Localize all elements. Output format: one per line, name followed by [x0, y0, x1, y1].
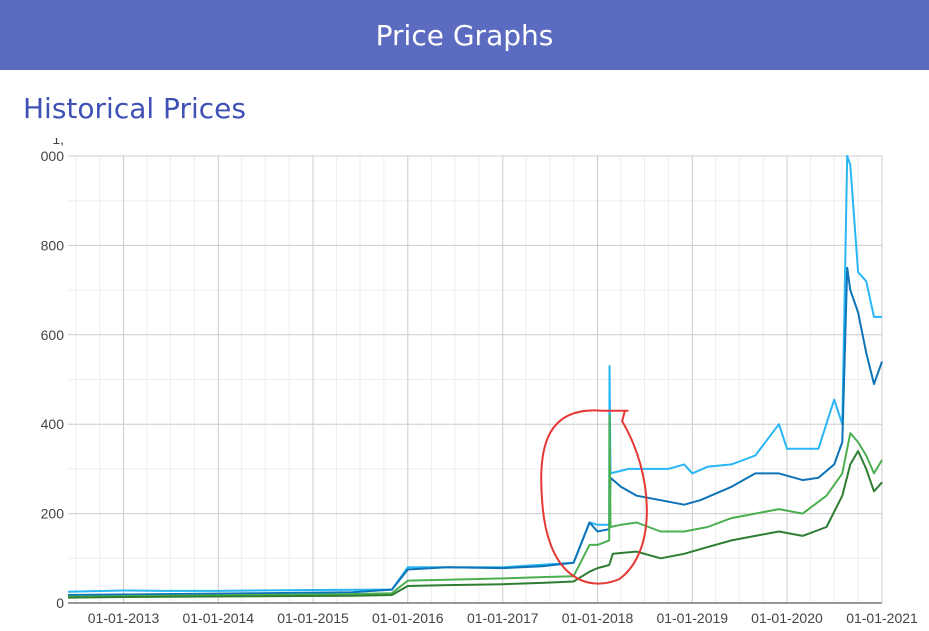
series-line-4: [67, 450, 883, 599]
series-line-2: [67, 266, 883, 596]
chart-series: [67, 155, 883, 599]
x-tick-label: 01-01-2017: [467, 610, 539, 626]
x-tick-label: 01-01-2020: [751, 610, 823, 626]
x-tick-label: 01-01-2018: [562, 610, 634, 626]
chart-grid: [68, 155, 883, 604]
header-title: Price Graphs: [375, 18, 554, 52]
x-tick-label: 01-01-2014: [182, 610, 254, 626]
page-header: Price Graphs: [0, 0, 929, 70]
chart-annotations: [540, 409, 648, 585]
x-tick-label: 01-01-2021: [846, 610, 918, 626]
x-tick-label: 01-01-2015: [277, 610, 349, 626]
x-tick-label: 01-01-2016: [372, 610, 444, 626]
y-tick-label: 200: [41, 506, 65, 522]
series-line-1: [67, 155, 882, 593]
x-tick-label: 01-01-2013: [88, 610, 160, 626]
chart-tick-labels: 0 200 400 600 800 1, 000 01-01-2013 01-01-2014 01…: [41, 138, 918, 626]
annotation-circle: [540, 409, 648, 585]
y-tick-label: 0: [56, 595, 64, 611]
y-tick-label: 600: [41, 327, 65, 343]
y-tick-label: 800: [41, 237, 65, 253]
y-tick-label: 400: [41, 416, 65, 432]
x-tick-label: 01-01-2019: [656, 610, 728, 626]
price-line-chart: 0 200 400 600 800 1, 000 01-01-2013 01-01-2014 01…: [41, 138, 918, 626]
section-title: Historical Prices: [23, 92, 246, 125]
series-line-3: [67, 414, 883, 598]
y-tick-label: 1, 000: [41, 138, 65, 164]
